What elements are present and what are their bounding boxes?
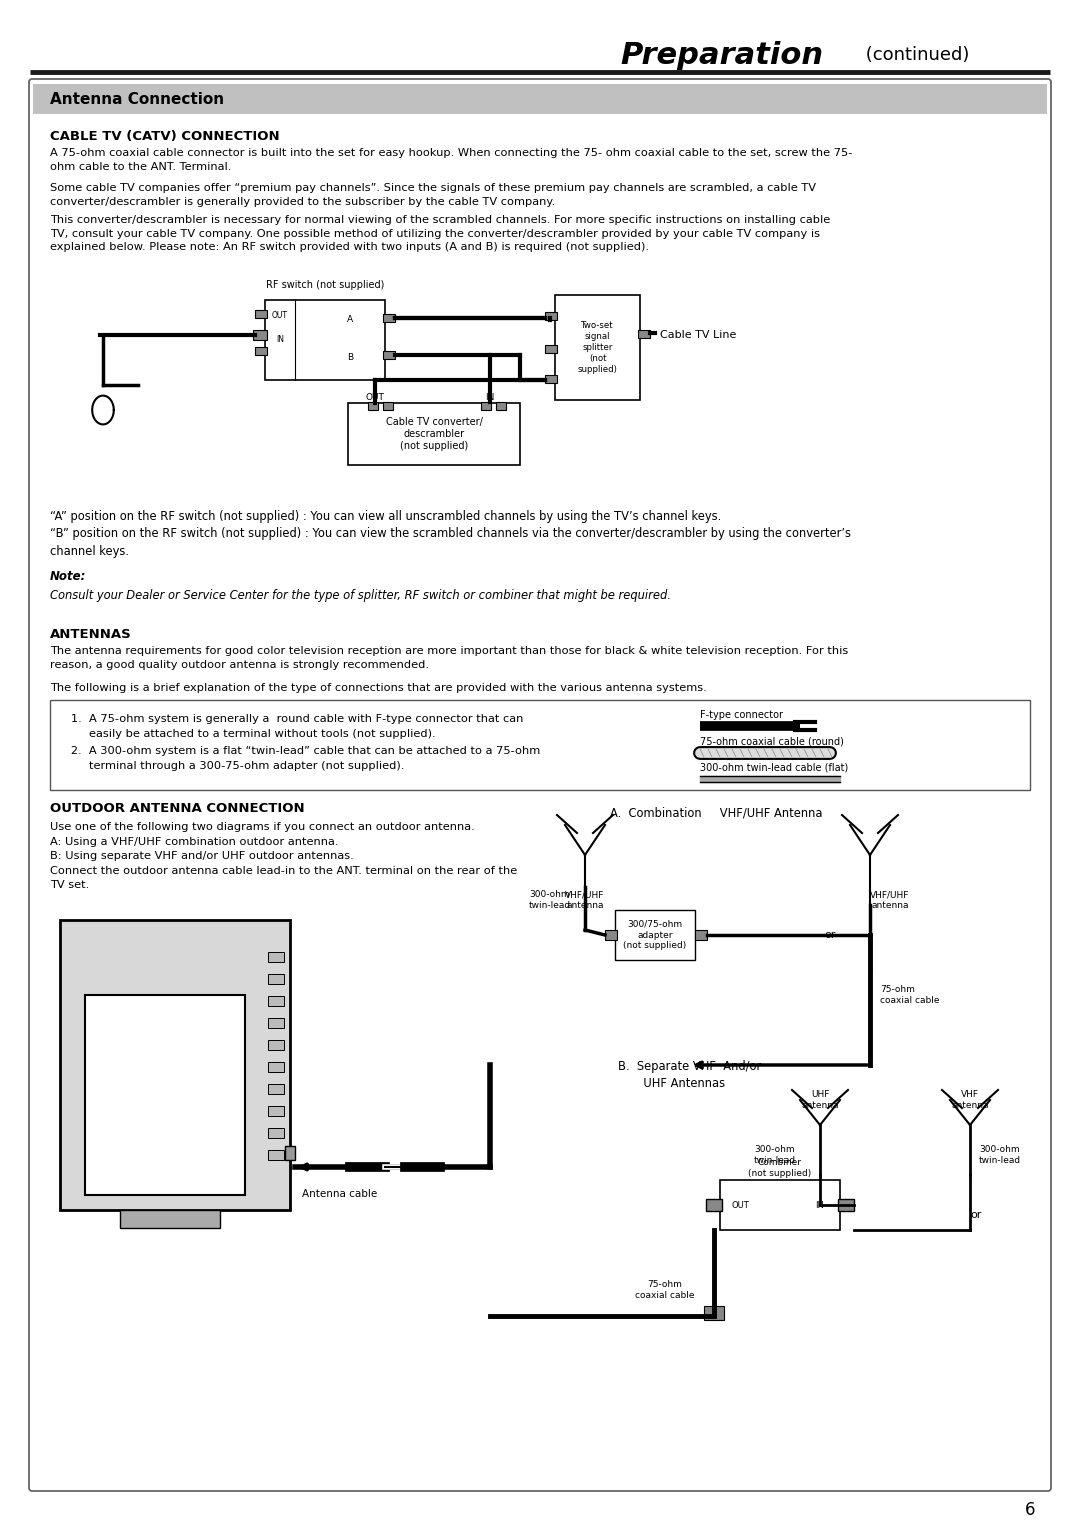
Text: (continued): (continued) — [860, 46, 970, 64]
Text: Cable TV converter/
descrambler
(not supplied): Cable TV converter/ descrambler (not sup… — [386, 417, 483, 452]
Text: F-type connector: F-type connector — [700, 710, 783, 720]
Bar — [255, 310, 267, 317]
Text: Antenna Connection: Antenna Connection — [50, 92, 225, 107]
Bar — [696, 929, 707, 940]
Bar — [383, 314, 395, 322]
Bar — [268, 1151, 284, 1160]
Bar — [838, 1199, 854, 1212]
Text: OUTDOOR ANTENNA CONNECTION: OUTDOOR ANTENNA CONNECTION — [50, 803, 305, 815]
Text: 6: 6 — [1025, 1502, 1036, 1518]
Bar — [268, 1018, 284, 1029]
Text: Connect the outdoor antenna cable lead-in to the ANT. terminal on the rear of th: Connect the outdoor antenna cable lead-i… — [50, 865, 517, 890]
Text: IN: IN — [485, 394, 495, 403]
Text: easily be attached to a terminal without tools (not supplied).: easily be attached to a terminal without… — [60, 729, 435, 739]
Bar — [268, 1128, 284, 1138]
Text: The antenna requirements for good color television reception are more important : The antenna requirements for good color … — [50, 645, 848, 670]
Text: ANTENNAS: ANTENNAS — [50, 629, 132, 641]
Bar — [555, 295, 640, 400]
Bar — [268, 952, 284, 961]
Bar — [255, 346, 267, 356]
Text: 300-ohm
twin-lead: 300-ohm twin-lead — [754, 1144, 796, 1164]
Bar — [50, 700, 1030, 790]
Text: IN: IN — [815, 1201, 824, 1210]
Bar — [704, 1306, 724, 1320]
Bar — [496, 401, 507, 410]
Bar — [383, 351, 395, 359]
Text: This converter/descrambler is necessary for normal viewing of the scrambled chan: This converter/descrambler is necessary … — [50, 215, 831, 252]
Text: Note:: Note: — [50, 571, 86, 583]
Text: A.  Combination     VHF/UHF Antenna: A. Combination VHF/UHF Antenna — [610, 806, 823, 819]
Bar — [268, 1062, 284, 1071]
Text: OUT: OUT — [731, 1201, 748, 1210]
Bar — [253, 330, 267, 340]
Bar — [605, 929, 617, 940]
Bar — [60, 920, 291, 1210]
Text: VHF
antenna: VHF antenna — [951, 1090, 989, 1109]
Text: A: A — [347, 316, 353, 325]
Bar — [268, 1041, 284, 1050]
Text: 1.  A 75-ohm system is generally a  round cable with F-type connector that can: 1. A 75-ohm system is generally a round … — [60, 714, 524, 723]
Text: IN: IN — [276, 336, 284, 345]
Text: CABLE TV (CATV) CONNECTION: CABLE TV (CATV) CONNECTION — [50, 130, 280, 143]
Text: Some cable TV companies offer “premium pay channels”. Since the signals of these: Some cable TV companies offer “premium p… — [50, 183, 816, 206]
Text: UHF
antenna: UHF antenna — [801, 1090, 839, 1109]
Text: Two-set
signal
splitter
(not
supplied): Two-set signal splitter (not supplied) — [578, 320, 618, 374]
Text: OUT: OUT — [272, 310, 288, 319]
Text: OUT: OUT — [365, 394, 384, 403]
Text: B: B — [347, 354, 353, 363]
Bar — [615, 909, 696, 960]
Text: Antenna cable: Antenna cable — [302, 1189, 378, 1199]
Bar — [33, 84, 1047, 114]
Bar — [268, 974, 284, 984]
Bar — [348, 403, 519, 465]
Text: A: Using a VHF/UHF combination outdoor antenna.: A: Using a VHF/UHF combination outdoor a… — [50, 836, 338, 847]
Text: Use one of the following two diagrams if you connect an outdoor antenna.: Use one of the following two diagrams if… — [50, 823, 475, 832]
Text: Combiner
(not supplied): Combiner (not supplied) — [748, 1158, 812, 1178]
Text: B.  Separate VHF  And/or
       UHF Antennas: B. Separate VHF And/or UHF Antennas — [618, 1061, 761, 1090]
Bar — [706, 1199, 723, 1212]
Text: or: or — [970, 1210, 982, 1219]
Bar — [285, 1146, 295, 1160]
Bar — [545, 311, 557, 320]
Bar — [481, 401, 491, 410]
Text: 300-ohm
twin-lead: 300-ohm twin-lead — [529, 890, 571, 909]
Bar — [265, 301, 384, 380]
Bar — [545, 375, 557, 383]
Text: RF switch (not supplied): RF switch (not supplied) — [266, 279, 384, 290]
Text: 75-ohm
coaxial cable: 75-ohm coaxial cable — [635, 1280, 694, 1300]
Bar — [120, 1210, 220, 1228]
FancyBboxPatch shape — [29, 79, 1051, 1491]
Bar — [720, 1180, 840, 1230]
Bar — [383, 401, 393, 410]
Bar — [368, 401, 378, 410]
Text: 300-ohm
twin-lead: 300-ohm twin-lead — [978, 1144, 1021, 1164]
Text: “B” position on the RF switch (not supplied) : You can view the scrambled channe: “B” position on the RF switch (not suppl… — [50, 526, 851, 557]
Text: VHF/UHF
antenna: VHF/UHF antenna — [870, 890, 909, 909]
Text: 2.  A 300-ohm system is a flat “twin-lead” cable that can be attached to a 75-oh: 2. A 300-ohm system is a flat “twin-lead… — [60, 746, 540, 755]
Text: The following is a brief explanation of the type of connections that are provide: The following is a brief explanation of … — [50, 684, 706, 693]
Text: 75-ohm
coaxial cable: 75-ohm coaxial cable — [880, 984, 940, 1006]
Text: 300/75-ohm
adapter
(not supplied): 300/75-ohm adapter (not supplied) — [623, 920, 687, 951]
Bar — [545, 345, 557, 353]
Bar — [268, 1083, 284, 1094]
Text: or: or — [824, 929, 836, 940]
Bar — [638, 330, 650, 337]
Text: A 75-ohm coaxial cable connector is built into the set for easy hookup. When con: A 75-ohm coaxial cable connector is buil… — [50, 148, 852, 171]
Bar — [268, 1106, 284, 1116]
Text: VHF/UHF
antenna: VHF/UHF antenna — [565, 890, 605, 909]
Bar — [268, 996, 284, 1006]
Text: Preparation: Preparation — [620, 41, 823, 70]
Text: terminal through a 300-75-ohm adapter (not supplied).: terminal through a 300-75-ohm adapter (n… — [60, 761, 404, 771]
Text: Cable TV Line: Cable TV Line — [660, 330, 737, 340]
Text: “A” position on the RF switch (not supplied) : You can view all unscrambled chan: “A” position on the RF switch (not suppl… — [50, 510, 721, 523]
Text: 300-ohm twin-lead cable (flat): 300-ohm twin-lead cable (flat) — [700, 763, 848, 774]
Bar — [85, 995, 245, 1195]
Text: Consult your Dealer or Service Center for the type of splitter, RF switch or com: Consult your Dealer or Service Center fo… — [50, 589, 671, 601]
Text: 75-ohm coaxial cable (round): 75-ohm coaxial cable (round) — [700, 737, 843, 748]
Text: B: Using separate VHF and/or UHF outdoor antennas.: B: Using separate VHF and/or UHF outdoor… — [50, 852, 354, 861]
